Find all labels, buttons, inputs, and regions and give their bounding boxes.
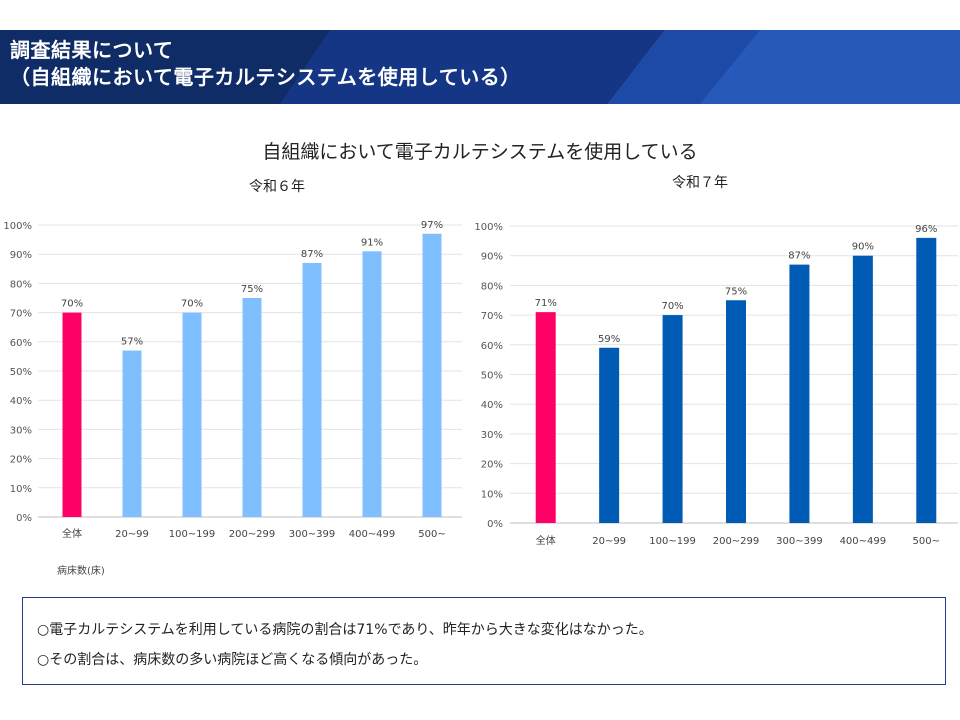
- y-tick-label: 0%: [16, 513, 32, 524]
- bar-1-0: [535, 312, 556, 523]
- header-band-highlight: [700, 30, 960, 104]
- data-label: 91%: [361, 237, 383, 248]
- y-tick-label: 60%: [481, 341, 503, 352]
- summary-line-1: ○電子カルテシステムを利用している病院の割合は71%であり、昨年から大きな変化は…: [37, 622, 653, 638]
- chart-main-title: 自組織において電子カルテシステムを使用している: [262, 141, 698, 163]
- y-tick-label: 100%: [3, 221, 32, 232]
- x-tick-label: 400~499: [349, 529, 396, 540]
- x-tick-label: 100~199: [649, 536, 696, 547]
- data-label: 59%: [598, 334, 620, 345]
- bar-1-1: [599, 347, 620, 523]
- bar-1-5: [852, 255, 873, 523]
- y-tick-label: 0%: [487, 519, 503, 530]
- data-label: 70%: [661, 301, 683, 312]
- bar-1-2: [662, 315, 683, 523]
- x-tick-label: 20~99: [592, 536, 626, 547]
- data-label: 87%: [788, 251, 810, 262]
- y-tick-label: 10%: [481, 489, 503, 500]
- summary-box: ○電子カルテシステムを利用している病院の割合は71%であり、昨年から大きな変化は…: [22, 597, 946, 685]
- y-tick-label: 60%: [10, 338, 32, 349]
- y-tick-label: 20%: [481, 460, 503, 471]
- bar-1-6: [916, 237, 937, 523]
- y-tick-label: 80%: [10, 279, 32, 290]
- x-tick-label: 20~99: [115, 529, 149, 540]
- bar-chart-r6: 0% 10% 20% 30% 40% 50% 60% 70% 80% 90% 100% 70% 全体 57…: [3, 220, 462, 540]
- bar-0-2: [182, 312, 202, 517]
- bar-1-4: [789, 264, 810, 523]
- page-title-line2: （自組織において電子カルテシステムを使用している）: [10, 65, 521, 89]
- y-tick-label: 50%: [10, 367, 32, 378]
- bar-0-4: [302, 262, 322, 517]
- data-label: 96%: [915, 224, 937, 235]
- data-label: 57%: [121, 337, 143, 348]
- bar-0-3: [242, 298, 262, 517]
- y-tick-label: 10%: [10, 484, 32, 495]
- x-tick-label: 全体: [536, 534, 556, 547]
- x-tick-label: 300~399: [289, 529, 336, 540]
- y-tick-label: 50%: [481, 371, 503, 382]
- chart-title-r7: 令和７年: [672, 175, 728, 191]
- x-tick-label: 200~299: [229, 529, 276, 540]
- header-background: [0, 30, 960, 104]
- x-tick-label: 200~299: [713, 536, 760, 547]
- page-title-line1: 調査結果について: [10, 38, 174, 62]
- y-tick-label: 30%: [481, 430, 503, 441]
- chart-title-r6: 令和６年: [249, 179, 305, 195]
- x-tick-label: 400~499: [840, 536, 887, 547]
- data-label: 75%: [725, 286, 747, 297]
- data-label: 97%: [421, 220, 443, 231]
- x-tick-label: 500~: [913, 536, 940, 547]
- data-label: 75%: [241, 284, 263, 295]
- x-tick-label: 300~399: [776, 536, 823, 547]
- summary-line-2: ○その割合は、病床数の多い病院ほど高くなる傾向があった。: [37, 652, 428, 668]
- data-label: 70%: [61, 299, 83, 310]
- y-tick-label: 70%: [481, 311, 503, 322]
- bar-1-3: [726, 300, 746, 523]
- y-tick-label: 20%: [10, 455, 32, 466]
- data-label: 71%: [535, 298, 557, 309]
- data-label: 70%: [181, 299, 203, 310]
- y-tick-label: 70%: [10, 309, 32, 320]
- page-title: 調査結果について （自組織において電子カルテシステムを使用している）: [10, 37, 521, 91]
- y-tick-label: 40%: [10, 396, 32, 407]
- y-tick-label: 100%: [474, 222, 503, 233]
- x-tick-label: 500~: [418, 529, 445, 540]
- y-tick-label: 80%: [481, 281, 503, 292]
- x-tick-label: 全体: [62, 527, 82, 540]
- x-axis-unit-label: 病床数(床): [57, 566, 105, 577]
- data-label: 90%: [852, 242, 874, 253]
- y-tick-label: 90%: [481, 252, 503, 263]
- header-banner: 調査結果について （自組織において電子カルテシステムを使用している）: [0, 30, 960, 104]
- y-tick-label: 40%: [481, 400, 503, 411]
- y-tick-label: 90%: [10, 250, 32, 261]
- bar-0-5: [362, 251, 382, 517]
- data-label: 87%: [301, 249, 323, 260]
- bar-0-6: [422, 233, 442, 517]
- x-tick-label: 100~199: [169, 529, 216, 540]
- header-band-mid: [280, 30, 665, 104]
- bar-0-0: [62, 312, 82, 517]
- bar-0-1: [122, 350, 142, 517]
- y-tick-label: 30%: [10, 425, 32, 436]
